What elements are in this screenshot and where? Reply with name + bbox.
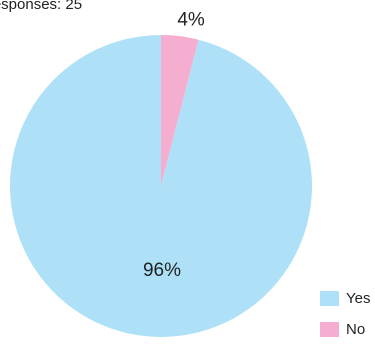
- legend-item-yes: Yes: [320, 289, 370, 307]
- legend-swatch-no: [320, 321, 339, 337]
- legend: Yes No: [320, 289, 370, 351]
- pie-chart: 4% 96%: [10, 9, 313, 338]
- responses-count: Responses: 25: [0, 0, 83, 13]
- pie-slice-yes: [10, 35, 313, 338]
- slice-label-no: 4%: [177, 9, 205, 30]
- legend-item-no: No: [320, 320, 370, 338]
- pie-slice-no: [161, 35, 199, 186]
- legend-swatch-yes: [320, 290, 339, 306]
- legend-label-yes: Yes: [346, 289, 371, 307]
- slice-label-yes: 96%: [143, 260, 181, 281]
- legend-label-no: No: [346, 320, 366, 338]
